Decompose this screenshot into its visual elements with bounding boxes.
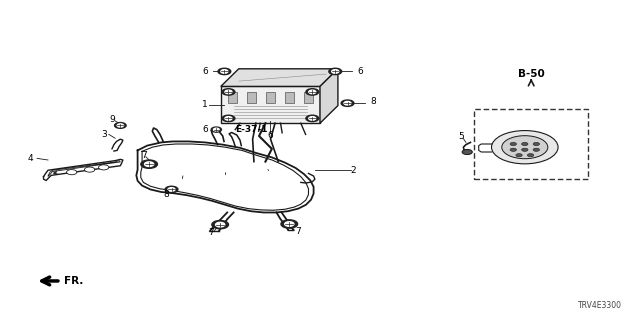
Text: 6: 6 bbox=[202, 67, 207, 76]
Circle shape bbox=[522, 142, 528, 146]
Text: 5: 5 bbox=[458, 132, 463, 141]
Circle shape bbox=[516, 154, 522, 157]
Bar bbox=[474, 109, 588, 179]
Text: 6: 6 bbox=[202, 125, 207, 134]
Circle shape bbox=[222, 115, 235, 122]
Text: 6: 6 bbox=[268, 132, 273, 140]
Circle shape bbox=[99, 165, 109, 170]
Circle shape bbox=[510, 142, 516, 146]
Text: TRV4E3300: TRV4E3300 bbox=[578, 301, 622, 310]
Text: 1: 1 bbox=[202, 100, 207, 109]
Bar bbox=[247, 92, 256, 103]
Bar bbox=[228, 92, 237, 103]
Circle shape bbox=[281, 220, 298, 228]
Text: 8: 8 bbox=[371, 97, 376, 106]
Circle shape bbox=[522, 148, 528, 151]
Circle shape bbox=[214, 128, 219, 131]
Circle shape bbox=[84, 167, 95, 172]
Circle shape bbox=[211, 127, 221, 132]
Bar bbox=[285, 92, 294, 103]
Text: E-37-1: E-37-1 bbox=[236, 125, 268, 134]
Circle shape bbox=[221, 70, 228, 73]
Circle shape bbox=[332, 70, 339, 73]
Circle shape bbox=[218, 68, 231, 75]
Circle shape bbox=[141, 160, 157, 168]
Circle shape bbox=[341, 100, 354, 106]
Circle shape bbox=[145, 162, 154, 166]
Text: 7: 7 bbox=[209, 228, 214, 237]
Bar bbox=[304, 92, 313, 103]
Text: 9: 9 bbox=[109, 115, 115, 124]
Text: FR.: FR. bbox=[64, 276, 83, 286]
Polygon shape bbox=[221, 69, 338, 86]
Circle shape bbox=[216, 222, 225, 227]
Circle shape bbox=[344, 101, 351, 105]
Circle shape bbox=[285, 222, 294, 226]
Circle shape bbox=[309, 117, 316, 120]
Circle shape bbox=[502, 136, 548, 159]
Polygon shape bbox=[320, 69, 338, 123]
Circle shape bbox=[225, 117, 232, 120]
Circle shape bbox=[329, 68, 342, 75]
Text: 4: 4 bbox=[28, 154, 33, 163]
Circle shape bbox=[492, 131, 558, 164]
Circle shape bbox=[533, 148, 540, 151]
Circle shape bbox=[212, 220, 228, 229]
Circle shape bbox=[67, 170, 77, 175]
Text: 7: 7 bbox=[295, 228, 300, 236]
Circle shape bbox=[168, 188, 175, 191]
Circle shape bbox=[306, 89, 319, 95]
Text: 7: 7 bbox=[141, 151, 147, 160]
Circle shape bbox=[115, 123, 126, 128]
Text: B-50: B-50 bbox=[518, 68, 545, 79]
Bar bbox=[266, 92, 275, 103]
Text: 6: 6 bbox=[358, 67, 363, 76]
Text: 2: 2 bbox=[351, 166, 356, 175]
Circle shape bbox=[225, 90, 232, 94]
Text: 8: 8 bbox=[164, 190, 169, 199]
Circle shape bbox=[533, 142, 540, 146]
Polygon shape bbox=[221, 86, 320, 123]
Circle shape bbox=[309, 90, 316, 94]
Circle shape bbox=[117, 124, 124, 127]
Circle shape bbox=[527, 154, 534, 157]
Circle shape bbox=[222, 89, 235, 95]
Circle shape bbox=[462, 149, 472, 155]
Circle shape bbox=[165, 186, 178, 193]
Text: 3: 3 bbox=[101, 130, 106, 139]
Circle shape bbox=[510, 148, 516, 151]
Circle shape bbox=[306, 115, 319, 122]
